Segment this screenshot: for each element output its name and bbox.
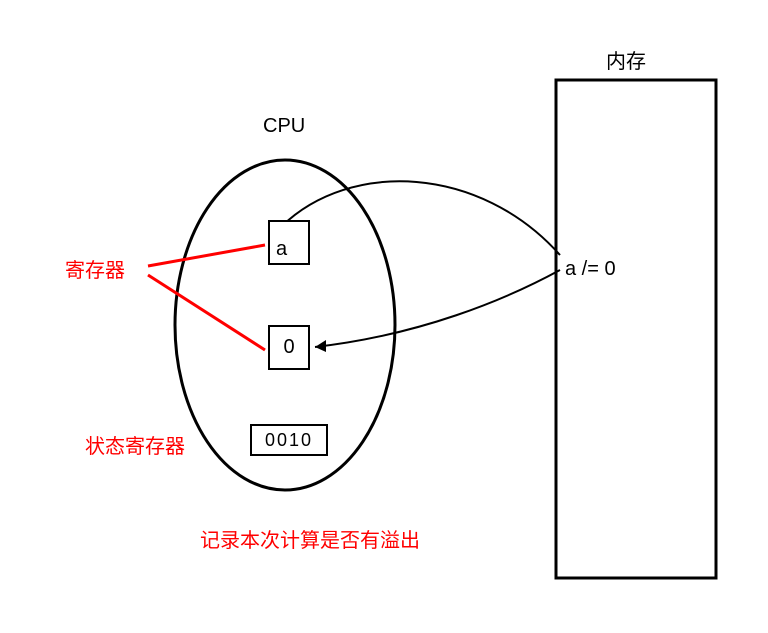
- arrow-memory-to-a: [282, 181, 560, 255]
- cpu-title: CPU: [263, 115, 305, 138]
- arrow-head-to-0: [315, 340, 326, 352]
- status-register-label: 状态寄存器: [85, 430, 185, 459]
- diagram-stage: 内存 CPU a 0 0010 寄存器 状态寄存器 记录本次计算是否有溢出 a …: [0, 0, 768, 633]
- register-2-value: 0: [283, 336, 294, 359]
- memory-title: 内存: [606, 45, 646, 74]
- arrow-memory-to-0: [315, 270, 560, 347]
- register-1-box: a: [268, 220, 310, 265]
- status-register-value: 0010: [265, 430, 313, 451]
- status-register-box: 0010: [250, 424, 328, 456]
- register-line-1: [148, 245, 265, 266]
- memory-rect: [556, 80, 716, 578]
- register-label: 寄存器: [65, 254, 125, 283]
- register-2-box: 0: [268, 325, 310, 370]
- memory-text: a /= 0: [565, 258, 616, 281]
- register-1-value: a: [276, 238, 287, 261]
- overflow-note: 记录本次计算是否有溢出: [200, 524, 420, 553]
- register-line-2: [148, 275, 265, 350]
